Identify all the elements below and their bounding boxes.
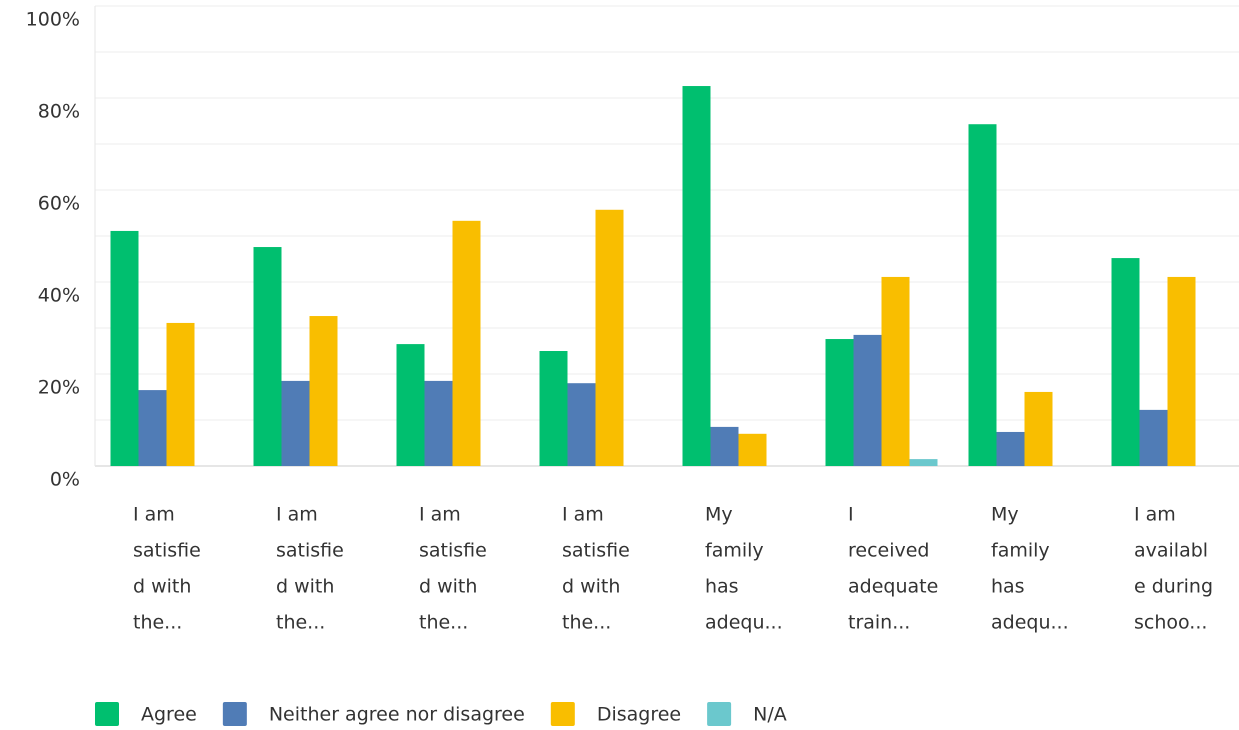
bar: [909, 459, 938, 466]
x-tick-label: the...: [419, 612, 468, 634]
legend-label: Agree: [141, 704, 197, 726]
x-tick-label: has: [991, 576, 1025, 598]
x-tick-label: availabl: [1134, 540, 1208, 562]
x-tick-label: adequ...: [705, 612, 783, 634]
bar: [539, 351, 568, 466]
bar: [110, 230, 139, 466]
bar: [424, 380, 453, 466]
x-tick-label: d with: [419, 576, 477, 598]
bar: [595, 209, 624, 466]
x-tick-label: satisfie: [562, 540, 630, 562]
y-tick-label: 40%: [38, 285, 80, 307]
x-tick-label: the...: [133, 612, 182, 634]
x-tick-label: My: [991, 504, 1019, 526]
x-tick-label: d with: [276, 576, 334, 598]
bar: [710, 426, 739, 466]
bar: [166, 322, 195, 466]
x-tick-label: satisfie: [133, 540, 201, 562]
legend-label: Disagree: [597, 704, 681, 726]
x-tick-label: family: [991, 540, 1050, 562]
bar: [253, 247, 282, 466]
x-tick-label: I am: [276, 504, 318, 526]
bar: [996, 431, 1025, 466]
x-tick-label: family: [705, 540, 764, 562]
x-tick-label: satisfie: [419, 540, 487, 562]
x-tick-label: satisfie: [276, 540, 344, 562]
bar: [1167, 276, 1196, 466]
x-tick-label: adequ...: [991, 612, 1069, 634]
legend-label: N/A: [753, 704, 787, 726]
x-tick-label: received: [848, 540, 930, 562]
x-tick-label: d with: [133, 576, 191, 598]
y-tick-label: 60%: [38, 193, 80, 215]
legend-swatch: [550, 702, 575, 726]
y-tick-label: 20%: [38, 377, 80, 399]
legend-swatch: [707, 702, 732, 726]
x-tick-label: I am: [1134, 504, 1176, 526]
bar: [825, 339, 854, 466]
bar: [138, 390, 167, 466]
bar: [881, 276, 910, 466]
bar: [968, 124, 997, 466]
bar: [1139, 409, 1168, 466]
bar: [682, 86, 711, 466]
x-tick-label: has: [705, 576, 739, 598]
x-tick-label: e during: [1134, 576, 1213, 598]
bar: [309, 316, 338, 466]
x-tick-label: I: [848, 504, 854, 526]
legend-swatch: [222, 702, 247, 726]
x-tick-label: schoo...: [1134, 612, 1207, 634]
bar: [853, 334, 882, 466]
y-tick-label: 0%: [50, 469, 80, 491]
x-tick-label: I am: [133, 504, 175, 526]
bar: [1024, 391, 1053, 466]
x-tick-label: d with: [562, 576, 620, 598]
x-tick-label: I am: [419, 504, 461, 526]
x-tick-label: the...: [562, 612, 611, 634]
x-tick-label: I am: [562, 504, 604, 526]
y-tick-label: 80%: [38, 101, 80, 123]
legend-swatch: [95, 702, 119, 726]
bar: [1111, 258, 1140, 466]
x-tick-label: train...: [848, 612, 910, 634]
x-tick-label: adequate: [848, 576, 938, 598]
bar: [281, 380, 310, 466]
legend-label: Neither agree nor disagree: [269, 704, 525, 726]
x-tick-label: My: [705, 504, 733, 526]
x-tick-label: the...: [276, 612, 325, 634]
bar: [396, 344, 425, 466]
y-tick-label: 100%: [26, 9, 80, 31]
bar: [567, 383, 596, 466]
bar: [738, 433, 767, 466]
bar: [452, 220, 481, 466]
